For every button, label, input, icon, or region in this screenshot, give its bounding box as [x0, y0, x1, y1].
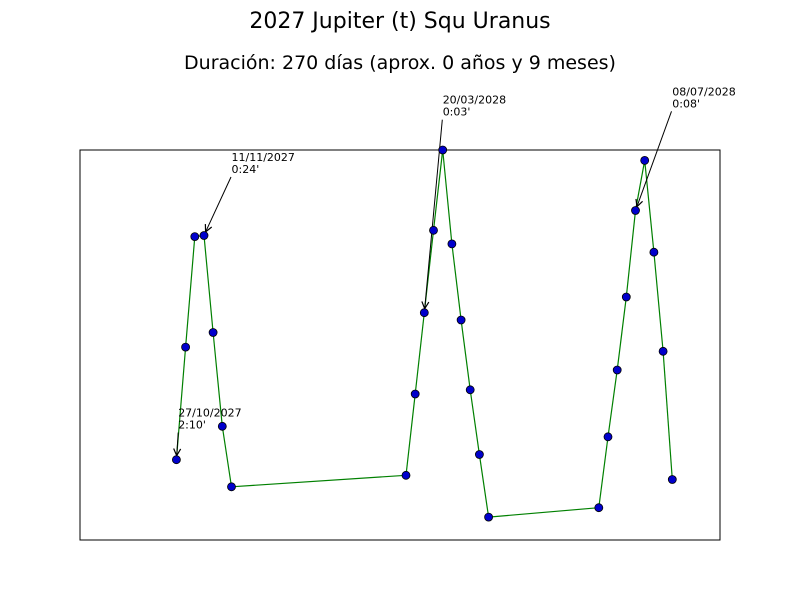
data-point: [420, 309, 428, 317]
data-point: [209, 329, 217, 337]
data-point: [228, 483, 236, 491]
data-point: [466, 386, 474, 394]
annotation-label-group: 27/10/20272:10'11/11/20270:24'20/03/2028…: [178, 85, 736, 431]
annotation-time-label: 2:10': [178, 419, 206, 432]
series-line-segment: [489, 508, 599, 517]
data-point: [402, 471, 410, 479]
data-point: [182, 343, 190, 351]
data-point: [641, 156, 649, 164]
annotation-time-label: 0:24': [232, 163, 260, 176]
data-point: [650, 248, 658, 256]
series-line-segment: [645, 160, 654, 252]
annotation-time-label: 0:03': [443, 106, 471, 119]
series-line-segment: [617, 297, 626, 370]
data-point: [668, 476, 676, 484]
data-point: [659, 347, 667, 355]
series-line-segment: [479, 455, 488, 518]
series-line-segment: [406, 394, 415, 475]
series-line-segment: [222, 426, 231, 487]
series-line-segment: [461, 320, 470, 390]
series-line-segment: [608, 370, 617, 437]
series-line-segment: [626, 211, 635, 298]
data-point: [613, 366, 621, 374]
series-line-segment: [204, 236, 213, 333]
plot-area-frame: [80, 150, 720, 540]
data-point: [595, 504, 603, 512]
data-point: [632, 207, 640, 215]
data-point: [172, 456, 180, 464]
data-point: [200, 232, 208, 240]
data-point: [604, 433, 612, 441]
series-line-segment: [232, 475, 407, 487]
data-point: [475, 451, 483, 459]
series-line-segment: [470, 390, 479, 455]
data-point: [191, 233, 199, 241]
series-line-segment: [443, 150, 452, 244]
series-line-segment: [663, 351, 672, 479]
series-line-group: [176, 150, 672, 517]
series-line-segment: [452, 244, 461, 320]
annotation-arrow: [206, 177, 231, 232]
annotation-time-label: 0:08': [672, 97, 700, 110]
data-point: [622, 293, 630, 301]
data-point: [457, 316, 465, 324]
data-point-group: [172, 146, 676, 521]
chart-title: 2027 Jupiter (t) Squ Uranus: [249, 9, 550, 34]
series-line-segment: [636, 160, 645, 210]
series-line-segment: [186, 237, 195, 348]
data-point: [448, 240, 456, 248]
data-point: [430, 226, 438, 234]
data-point: [485, 513, 493, 521]
data-point: [439, 146, 447, 154]
data-point: [218, 422, 226, 430]
series-line-segment: [599, 437, 608, 508]
chart-subtitle: Duración: 270 días (aprox. 0 años y 9 me…: [184, 52, 616, 74]
series-line-segment: [654, 252, 663, 351]
series-line-segment: [415, 313, 424, 394]
data-point: [411, 390, 419, 398]
